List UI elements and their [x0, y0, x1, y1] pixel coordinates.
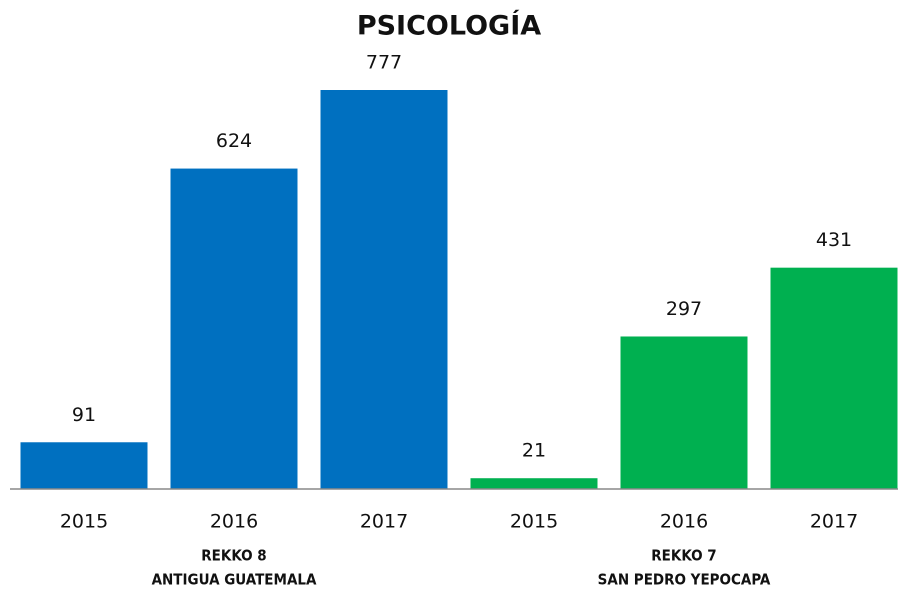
chart-title: PSICOLOGÍA — [357, 10, 541, 42]
bar — [170, 168, 298, 489]
group-label: REKKO 7 — [651, 547, 716, 565]
value-label: 297 — [666, 298, 702, 320]
group-label: SAN PEDRO YEPOCAPA — [598, 571, 771, 589]
group-label: ANTIGUA GUATEMALA — [152, 571, 317, 589]
value-label: 91 — [72, 404, 96, 426]
bar — [320, 90, 448, 489]
x-tick-label: 2017 — [360, 511, 408, 533]
group-label: REKKO 8 — [201, 547, 266, 565]
value-label: 624 — [216, 130, 252, 152]
value-label: 431 — [816, 229, 852, 251]
x-tick-label: 2016 — [660, 511, 708, 533]
bar — [770, 267, 898, 489]
bar — [20, 442, 148, 489]
value-label: 777 — [366, 52, 402, 74]
value-label: 21 — [522, 440, 546, 462]
x-tick-label: 2017 — [810, 511, 858, 533]
x-tick-label: 2015 — [60, 511, 108, 533]
x-tick-label: 2016 — [210, 511, 258, 533]
bar — [620, 336, 748, 489]
bar — [470, 478, 598, 489]
x-tick-label: 2015 — [510, 511, 558, 533]
